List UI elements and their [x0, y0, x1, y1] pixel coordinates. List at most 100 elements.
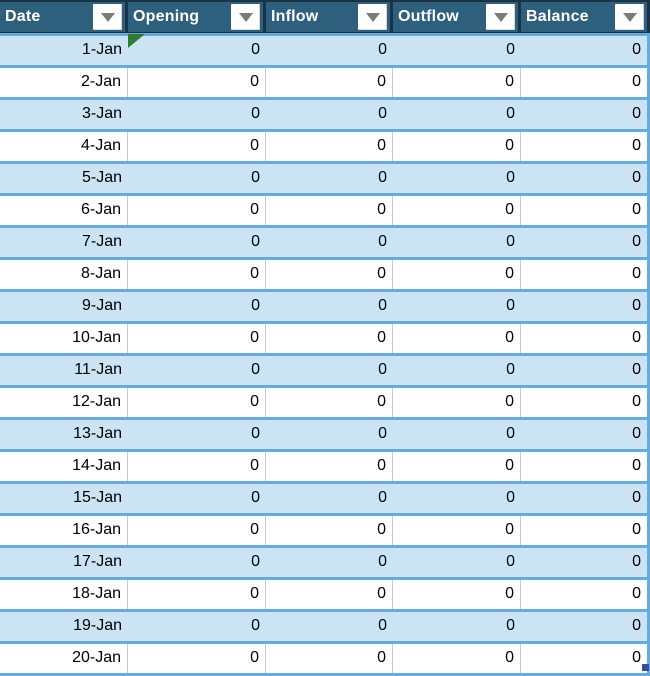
cell-date[interactable]: 12-Jan — [0, 388, 128, 417]
column-header-opening[interactable]: Opening — [128, 2, 266, 32]
cell-opening[interactable]: 0 — [128, 580, 266, 609]
cell-inflow[interactable]: 0 — [266, 644, 393, 673]
filter-dropdown-button[interactable] — [486, 4, 515, 30]
cell-outflow[interactable]: 0 — [393, 196, 521, 225]
cell-inflow[interactable]: 0 — [266, 580, 393, 609]
cell-inflow[interactable]: 0 — [266, 228, 393, 257]
cell-inflow[interactable]: 0 — [266, 356, 393, 385]
cell-opening[interactable]: 0 — [128, 164, 266, 193]
column-header-date[interactable]: Date — [0, 2, 128, 32]
cell-outflow[interactable]: 0 — [393, 452, 521, 481]
filter-dropdown-button[interactable] — [93, 4, 122, 30]
cell-opening[interactable]: 0 — [128, 388, 266, 417]
cell-opening[interactable]: 0 — [128, 612, 266, 641]
cell-inflow[interactable]: 0 — [266, 100, 393, 129]
cell-date[interactable]: 7-Jan — [0, 228, 128, 257]
filter-dropdown-button[interactable] — [358, 4, 387, 30]
table-resize-handle[interactable] — [642, 664, 649, 671]
cell-opening[interactable]: 0 — [128, 644, 266, 673]
cell-outflow[interactable]: 0 — [393, 548, 521, 577]
cell-outflow[interactable]: 0 — [393, 612, 521, 641]
cell-date[interactable]: 11-Jan — [0, 356, 128, 385]
cell-balance[interactable]: 0 — [521, 388, 650, 417]
cell-date[interactable]: 5-Jan — [0, 164, 128, 193]
cell-inflow[interactable]: 0 — [266, 388, 393, 417]
cell-balance[interactable]: 0 — [521, 132, 650, 161]
column-header-inflow[interactable]: Inflow — [266, 2, 393, 32]
cell-date[interactable]: 18-Jan — [0, 580, 128, 609]
cell-inflow[interactable]: 0 — [266, 420, 393, 449]
cell-inflow[interactable]: 0 — [266, 68, 393, 97]
cell-outflow[interactable]: 0 — [393, 36, 521, 65]
cell-balance[interactable]: 0 — [521, 164, 650, 193]
cell-outflow[interactable]: 0 — [393, 484, 521, 513]
filter-dropdown-button[interactable] — [231, 4, 260, 30]
cell-date[interactable]: 10-Jan — [0, 324, 128, 353]
cell-date[interactable]: 15-Jan — [0, 484, 128, 513]
cell-balance[interactable]: 0 — [521, 580, 650, 609]
cell-opening[interactable]: 0 — [128, 132, 266, 161]
cell-date[interactable]: 13-Jan — [0, 420, 128, 449]
cell-outflow[interactable]: 0 — [393, 68, 521, 97]
cell-balance[interactable]: 0 — [521, 484, 650, 513]
cell-date[interactable]: 9-Jan — [0, 292, 128, 321]
cell-balance[interactable]: 0 — [521, 228, 650, 257]
cell-outflow[interactable]: 0 — [393, 164, 521, 193]
cell-opening[interactable]: 0 — [128, 452, 266, 481]
cell-inflow[interactable]: 0 — [266, 36, 393, 65]
cell-balance[interactable]: 0 — [521, 356, 650, 385]
cell-outflow[interactable]: 0 — [393, 260, 521, 289]
cell-opening[interactable]: 0 — [128, 548, 266, 577]
cell-inflow[interactable]: 0 — [266, 516, 393, 545]
cell-opening[interactable]: 0 — [128, 420, 266, 449]
cell-outflow[interactable]: 0 — [393, 132, 521, 161]
cell-inflow[interactable]: 0 — [266, 548, 393, 577]
cell-balance[interactable]: 0 — [521, 420, 650, 449]
cell-outflow[interactable]: 0 — [393, 228, 521, 257]
cell-opening[interactable]: 0 — [128, 292, 266, 321]
cell-date[interactable]: 1-Jan — [0, 36, 128, 65]
cell-opening[interactable]: 0 — [128, 516, 266, 545]
cell-balance[interactable]: 0 — [521, 612, 650, 641]
cell-inflow[interactable]: 0 — [266, 260, 393, 289]
cell-outflow[interactable]: 0 — [393, 388, 521, 417]
cell-outflow[interactable]: 0 — [393, 356, 521, 385]
cell-balance[interactable]: 0 — [521, 100, 650, 129]
cell-opening[interactable]: 0 — [128, 196, 266, 225]
cell-outflow[interactable]: 0 — [393, 580, 521, 609]
cell-inflow[interactable]: 0 — [266, 164, 393, 193]
cell-outflow[interactable]: 0 — [393, 100, 521, 129]
cell-inflow[interactable]: 0 — [266, 484, 393, 513]
cell-inflow[interactable]: 0 — [266, 324, 393, 353]
cell-date[interactable]: 17-Jan — [0, 548, 128, 577]
cell-inflow[interactable]: 0 — [266, 612, 393, 641]
cell-outflow[interactable]: 0 — [393, 420, 521, 449]
cell-opening[interactable]: 0 — [128, 68, 266, 97]
cell-date[interactable]: 16-Jan — [0, 516, 128, 545]
cell-opening[interactable]: 0 — [128, 260, 266, 289]
cell-inflow[interactable]: 0 — [266, 196, 393, 225]
cell-outflow[interactable]: 0 — [393, 292, 521, 321]
cell-date[interactable]: 14-Jan — [0, 452, 128, 481]
cell-balance[interactable]: 0 — [521, 452, 650, 481]
cell-outflow[interactable]: 0 — [393, 516, 521, 545]
cell-inflow[interactable]: 0 — [266, 452, 393, 481]
cell-opening[interactable]: 0 — [128, 484, 266, 513]
cell-opening[interactable]: 0 — [128, 34, 266, 65]
cell-date[interactable]: 19-Jan — [0, 612, 128, 641]
cell-date[interactable]: 2-Jan — [0, 68, 128, 97]
cell-outflow[interactable]: 0 — [393, 324, 521, 353]
cell-inflow[interactable]: 0 — [266, 132, 393, 161]
cell-opening[interactable]: 0 — [128, 356, 266, 385]
column-header-outflow[interactable]: Outflow — [393, 2, 521, 32]
column-header-balance[interactable]: Balance — [521, 2, 650, 32]
cell-balance[interactable]: 0 — [521, 68, 650, 97]
cell-date[interactable]: 20-Jan — [0, 644, 128, 673]
cell-date[interactable]: 8-Jan — [0, 260, 128, 289]
cell-balance[interactable]: 0 — [521, 292, 650, 321]
filter-dropdown-button[interactable] — [615, 4, 644, 30]
cell-balance[interactable]: 0 — [521, 324, 650, 353]
cell-date[interactable]: 4-Jan — [0, 132, 128, 161]
cell-balance[interactable]: 0 — [521, 548, 650, 577]
cell-balance[interactable]: 0 — [521, 36, 650, 65]
